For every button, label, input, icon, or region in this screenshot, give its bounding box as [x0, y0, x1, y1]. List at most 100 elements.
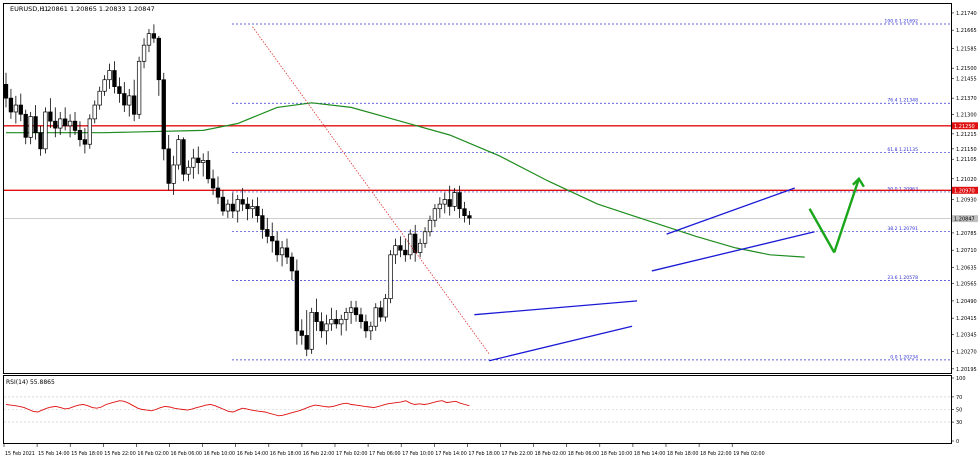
candle [151, 24, 157, 43]
candle [205, 151, 211, 184]
candle-body-bullish [344, 312, 349, 320]
price-tick-label: 1.21020 [956, 177, 977, 183]
candle-body-bearish [403, 249, 408, 256]
price-tick-label: 1.20635 [956, 265, 977, 271]
candle [28, 111, 33, 145]
candle-body-bullish [417, 242, 423, 253]
candle [87, 114, 92, 149]
candle-body-bearish [294, 270, 300, 332]
candle [240, 188, 245, 212]
candle-body-bearish [467, 215, 472, 219]
time-tick-label: 19 Feb 02:00 [733, 451, 764, 457]
price-tick-label: 1.20710 [956, 248, 977, 254]
candle [72, 111, 78, 136]
time-tick-label: 18 Feb 22:00 [700, 451, 731, 457]
candle-body-bearish [220, 196, 226, 212]
candle [457, 185, 462, 218]
candle-body-bearish [304, 335, 309, 350]
ma-line [6, 102, 805, 258]
candle [220, 190, 226, 216]
candle [452, 188, 457, 212]
candle-body-bearish [132, 95, 137, 115]
arrow-down-shaft [808, 208, 836, 254]
price-tick-label: 1.21740 [956, 11, 977, 17]
candle-body-bullish [452, 192, 457, 207]
candle [235, 194, 240, 223]
time-tick-label: 16 Feb 02:00 [137, 451, 168, 457]
time-tick-label: 16 Feb 14:00 [237, 451, 268, 457]
candle [250, 199, 255, 218]
price-tick-label: 1.20490 [956, 299, 977, 305]
candle [112, 61, 117, 94]
candle [77, 121, 83, 147]
candle [181, 137, 186, 182]
candle-body-bearish [270, 236, 275, 242]
candle [43, 107, 48, 154]
candle-body-bullish [279, 247, 285, 256]
time-tick-label: 15 Feb 18:00 [71, 451, 102, 457]
fibonacci-levels: 100.0 1.21692 76.4 1.21348 61.8 1.21135 50.… [232, 18, 951, 360]
candle-body-bearish [166, 148, 171, 184]
candle-body-bearish [215, 187, 221, 198]
time-tick-label: 16 Feb 18:00 [270, 451, 301, 457]
candle [388, 250, 393, 304]
rsi-tick-label: 0 [956, 439, 959, 445]
candle [432, 204, 438, 228]
candle-body-bullish [393, 245, 398, 256]
resistance-tag-1-box [952, 122, 978, 130]
candle [132, 79, 137, 122]
candle [358, 307, 364, 329]
rising-channel-low-lower [488, 325, 633, 362]
price-tick-label: 1.21370 [956, 96, 977, 102]
candle-body-bearish [156, 37, 161, 81]
candle-body-bullish [67, 120, 73, 127]
time-tick-label: 15 Feb 22:00 [104, 451, 135, 457]
candle-body-bearish [23, 113, 28, 138]
candle-body-bullish [432, 208, 438, 221]
price-tick-label: 1.21455 [956, 77, 977, 83]
candle [255, 197, 260, 223]
symbol-label: EURUSD,H1 [10, 5, 48, 13]
candle-body-bearish [196, 157, 201, 164]
candle-body-bullish [13, 104, 19, 113]
candle-body-bearish [53, 120, 58, 129]
candle [329, 307, 334, 331]
candle-body-bearish [82, 139, 88, 145]
candle-body-bullish [329, 318, 334, 325]
candle-body-bearish [161, 79, 166, 150]
candle-body-bullish [235, 199, 240, 212]
time-tick-label: 18 Feb 06:00 [568, 451, 599, 457]
candle [102, 75, 107, 96]
candle [289, 252, 295, 281]
candle [422, 227, 428, 248]
candle [304, 310, 309, 357]
candle-body-bearish [48, 111, 53, 122]
time-tick-label: 18 Feb 18:00 [667, 451, 698, 457]
arrow-up-shaft [833, 178, 861, 253]
candle [403, 238, 408, 262]
candle-body-bullish [422, 231, 428, 244]
candle [348, 300, 354, 324]
candle-body-bullish [442, 199, 447, 205]
time-tick-label: 17 Feb 06:00 [369, 451, 400, 457]
candle [38, 125, 43, 156]
candle [309, 307, 314, 354]
candle-body-bearish [245, 203, 250, 210]
candle-body-bearish [112, 70, 117, 87]
candle-body-bearish [230, 203, 235, 212]
candle [191, 148, 196, 179]
ohlc-values: 1.20861 1.20865 1.20833 1.20847 [41, 5, 155, 13]
rsi-line [5, 400, 470, 417]
time-tick-label: 15 Feb 14:00 [38, 451, 69, 457]
rising-channel-low-upper [474, 300, 638, 316]
candle [171, 155, 176, 195]
candle-body-bearish [255, 206, 260, 216]
candle [136, 56, 142, 119]
candle [427, 215, 433, 237]
candle [146, 29, 152, 53]
candle [368, 321, 373, 341]
candle-body-bearish [447, 199, 452, 207]
candle-body-bearish [240, 199, 245, 205]
candle [270, 222, 275, 253]
candle-body-bearish [413, 233, 418, 253]
